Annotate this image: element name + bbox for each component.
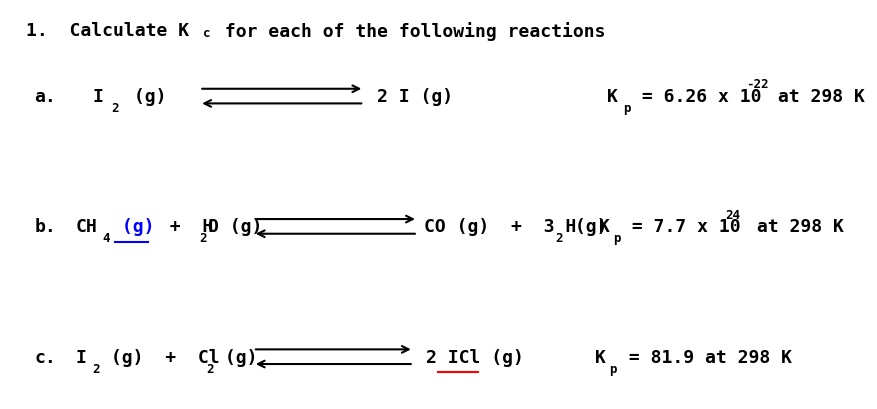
Text: = 7.7 x 10: = 7.7 x 10 — [622, 218, 741, 236]
Text: (g): (g) — [123, 88, 166, 106]
Text: p: p — [624, 102, 631, 115]
Text: 2 ICl (g): 2 ICl (g) — [426, 348, 524, 366]
Text: 2: 2 — [111, 102, 118, 115]
Text: at 298 K: at 298 K — [767, 88, 866, 106]
Text: 2 I (g): 2 I (g) — [376, 88, 453, 106]
Text: CO (g)  +  3 H: CO (g) + 3 H — [424, 218, 576, 236]
Text: = 81.9 at 298 K: = 81.9 at 298 K — [618, 348, 792, 366]
Text: CH: CH — [75, 218, 97, 236]
Text: 2: 2 — [555, 232, 563, 245]
Text: 2: 2 — [206, 362, 213, 375]
Text: 24: 24 — [725, 208, 740, 221]
Text: p: p — [610, 362, 617, 375]
Text: for each of the following reactions: for each of the following reactions — [214, 22, 606, 40]
Text: K: K — [599, 218, 610, 236]
Text: 2: 2 — [199, 232, 207, 245]
Text: (g): (g) — [111, 218, 154, 236]
Text: (g)  +  Cl: (g) + Cl — [100, 348, 220, 366]
Text: (g): (g) — [564, 218, 607, 236]
Text: -22: -22 — [746, 78, 768, 91]
Text: +  H: + H — [148, 218, 213, 236]
Text: I: I — [75, 348, 87, 366]
Text: (g): (g) — [214, 348, 258, 366]
Text: c.: c. — [34, 348, 56, 366]
Text: 1.  Calculate K: 1. Calculate K — [26, 22, 189, 40]
Text: = 6.26 x 10: = 6.26 x 10 — [631, 88, 762, 106]
Text: p: p — [613, 232, 621, 245]
Text: c: c — [203, 27, 210, 40]
Text: I: I — [92, 88, 103, 106]
Text: O (g): O (g) — [208, 218, 262, 236]
Text: b.: b. — [34, 218, 56, 236]
Text: at 298 K: at 298 K — [746, 218, 844, 236]
Text: 2: 2 — [92, 362, 100, 375]
Text: K: K — [608, 88, 618, 106]
Text: 4: 4 — [103, 232, 111, 245]
Text: K: K — [595, 348, 606, 366]
Text: a.: a. — [34, 88, 56, 106]
